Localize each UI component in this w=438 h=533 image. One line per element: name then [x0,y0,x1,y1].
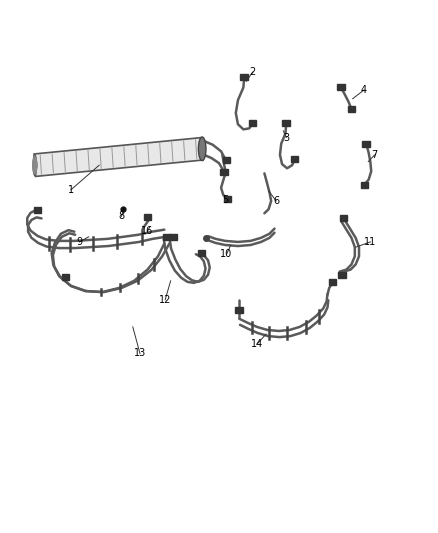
Bar [235,307,243,313]
Bar [361,182,368,188]
Text: 8: 8 [118,212,124,221]
Bar [338,272,346,278]
Bar [249,120,256,126]
Text: 11: 11 [364,237,377,247]
Bar [169,234,177,240]
Ellipse shape [32,154,37,176]
Bar [337,84,345,91]
Ellipse shape [32,157,37,173]
Text: 16: 16 [141,225,154,236]
Text: 3: 3 [283,133,290,142]
Bar [144,214,151,220]
Text: 4: 4 [361,85,367,95]
Bar [34,207,41,213]
Text: 12: 12 [159,295,171,305]
Bar [283,120,290,126]
Text: 10: 10 [220,249,233,259]
Ellipse shape [32,160,37,169]
Bar [340,215,347,222]
Ellipse shape [198,137,206,160]
Bar [291,156,298,162]
Bar [240,74,248,80]
Text: 7: 7 [371,150,378,160]
Text: 1: 1 [68,185,74,195]
Polygon shape [34,138,203,176]
Text: 6: 6 [273,196,279,206]
Ellipse shape [32,156,37,175]
Text: 2: 2 [250,67,256,77]
Bar [198,249,205,256]
Text: 9: 9 [76,237,82,247]
Text: 13: 13 [134,349,146,359]
Bar [220,169,228,175]
Bar [329,279,336,285]
Bar [162,234,170,240]
Text: 5: 5 [222,195,228,205]
Bar [362,141,370,147]
Bar [223,157,230,163]
Bar [62,273,69,280]
Bar [224,196,231,202]
Text: 14: 14 [251,340,263,349]
Bar [348,106,355,112]
Ellipse shape [32,159,37,172]
